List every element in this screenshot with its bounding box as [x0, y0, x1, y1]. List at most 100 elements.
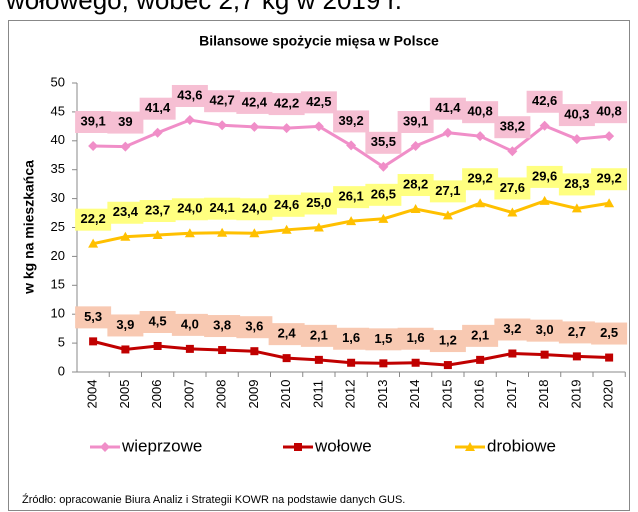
marker [465, 442, 475, 451]
data-label: 24,6 [274, 197, 299, 212]
label-box [300, 324, 337, 347]
label-box [429, 180, 466, 203]
label-box [75, 208, 112, 231]
label-box [365, 183, 402, 206]
marker [313, 121, 324, 132]
x-tick-label: 2016 [472, 380, 487, 409]
data-label: 24,1 [209, 200, 234, 215]
marker [572, 352, 581, 361]
label-box [300, 192, 337, 215]
marker [475, 198, 486, 208]
data-label: 24,0 [242, 201, 267, 216]
data-label: 27,6 [500, 180, 525, 195]
data-label: 40,8 [467, 104, 492, 119]
label-box [333, 186, 370, 209]
marker [249, 228, 260, 238]
label-box [204, 90, 241, 113]
label-box [397, 327, 434, 350]
x-tick-label: 2004 [85, 380, 100, 409]
label-box [558, 104, 595, 127]
data-label: 42,2 [274, 96, 299, 111]
label-box [526, 90, 563, 113]
data-label: 3,6 [245, 319, 263, 334]
y-tick-label: 45 [51, 103, 65, 118]
label-box [591, 101, 628, 124]
data-label: 3,2 [503, 321, 521, 336]
label-box [139, 97, 176, 120]
legend-label: wieprzowe [121, 436, 202, 455]
marker [121, 345, 130, 354]
x-tick-label: 2018 [536, 380, 551, 409]
label-box [397, 174, 434, 197]
marker [249, 121, 260, 132]
x-tick-label: 2008 [214, 380, 229, 409]
label-box [526, 165, 563, 188]
data-label: 1,2 [439, 333, 457, 348]
marker [604, 131, 615, 142]
source: Źródło: opracowanie Biura Analiz i Strat… [22, 493, 405, 506]
label-box [494, 116, 531, 139]
legend-label: wołowe [314, 436, 372, 455]
label-box [429, 330, 466, 353]
label-box [462, 324, 499, 347]
legend-label: drobiowe [487, 436, 556, 455]
marker [410, 141, 421, 152]
data-label: 42,7 [209, 93, 234, 108]
data-label: 41,4 [435, 100, 461, 115]
marker [604, 198, 615, 208]
data-label: 42,4 [242, 94, 268, 109]
data-label: 29,2 [596, 171, 621, 186]
data-label: 27,1 [435, 183, 460, 198]
marker [250, 347, 259, 356]
label-box [204, 197, 241, 220]
label-box [494, 318, 531, 341]
marker [347, 358, 356, 367]
marker [282, 354, 291, 363]
marker [475, 131, 486, 142]
marker [185, 344, 194, 353]
marker [100, 442, 110, 452]
data-label: 2,4 [278, 326, 297, 341]
data-label: 40,3 [564, 107, 589, 122]
data-label: 39,1 [403, 113, 428, 128]
label-box [558, 321, 595, 344]
label-box [591, 322, 628, 345]
x-tick-label: 2006 [149, 380, 164, 409]
y-axis-label: w kg na mieszkańca [21, 160, 37, 295]
y-tick-label: 15 [51, 277, 65, 292]
marker [539, 120, 550, 131]
label-box [236, 316, 273, 339]
label-box [268, 194, 305, 217]
label-box [462, 101, 499, 124]
marker [294, 443, 302, 451]
data-label: 23,4 [113, 204, 139, 219]
data-label: 39,2 [338, 113, 363, 128]
label-box [526, 319, 563, 342]
y-tick-label: 10 [51, 306, 65, 321]
marker [120, 141, 131, 152]
label-box [558, 173, 595, 196]
marker [281, 224, 292, 234]
marker [507, 146, 518, 157]
marker [346, 140, 357, 151]
y-tick-label: 20 [51, 248, 65, 263]
label-box [107, 111, 144, 134]
marker [442, 127, 453, 138]
marker [281, 123, 292, 134]
chart-title: Bilansowe spożycie mięsa w Polsce [199, 33, 439, 49]
data-label: 3,9 [116, 317, 134, 332]
y-tick-label: 40 [51, 132, 65, 147]
marker [120, 231, 131, 241]
data-label: 2,1 [310, 327, 328, 342]
x-tick-label: 2010 [278, 380, 293, 409]
marker [410, 204, 421, 214]
data-label: 40,8 [596, 104, 621, 119]
label-box [429, 97, 466, 120]
label-box [333, 327, 370, 350]
data-label: 28,2 [403, 176, 428, 191]
data-label: 24,0 [177, 201, 202, 216]
label-box [236, 198, 273, 221]
data-label: 1,5 [374, 331, 392, 346]
data-label: 39,1 [80, 113, 105, 128]
marker [184, 114, 195, 125]
